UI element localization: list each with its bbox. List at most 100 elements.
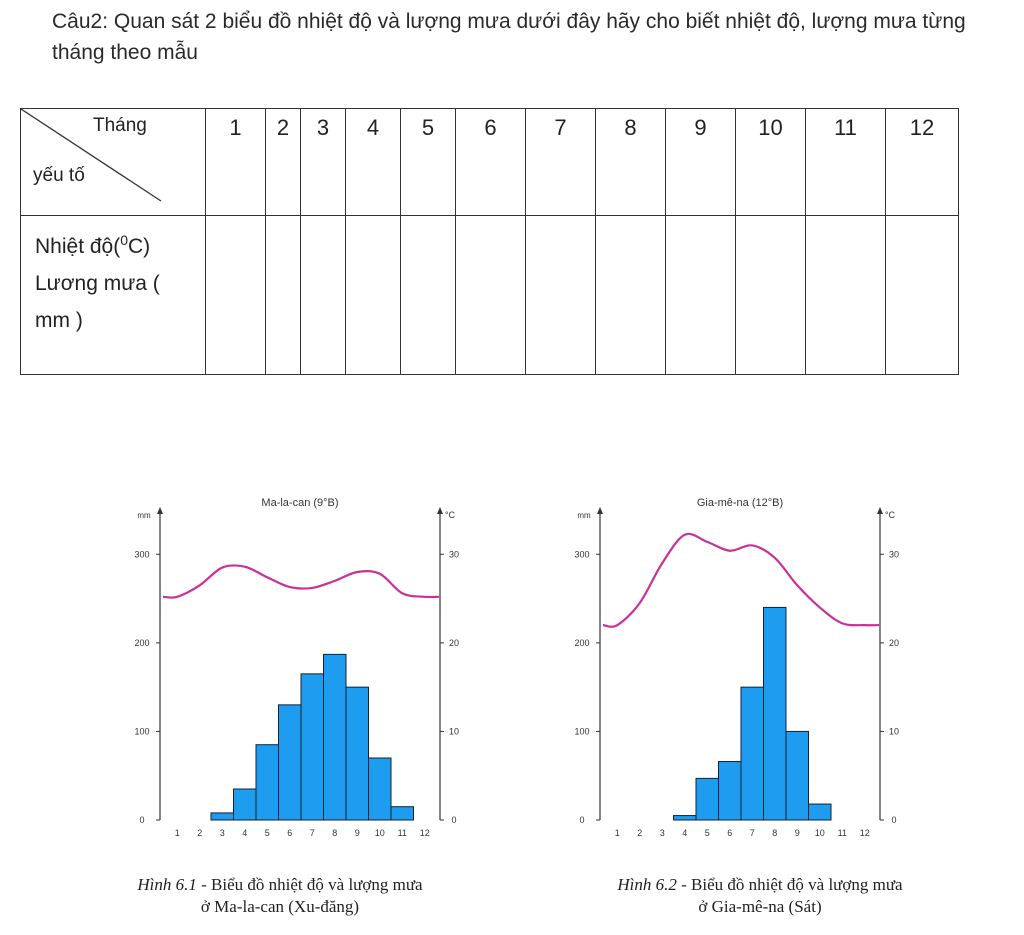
y-axis-left-unit: mm (137, 511, 151, 520)
y-right-tick-label: 30 (449, 549, 459, 559)
month-header-8: 8 (595, 108, 666, 216)
temperature-line (162, 564, 440, 599)
x-tick-label: 2 (637, 828, 642, 838)
x-tick-label: 11 (398, 828, 407, 838)
x-tick-label: 1 (615, 828, 620, 838)
caption-fig-6-2: Hình 6.2 - Biểu đồ nhiệt độ và lượng mưa… (617, 875, 903, 916)
x-tick-label: 9 (355, 828, 360, 838)
y-axis-left-unit: mm (577, 511, 591, 520)
answer-cell[interactable] (400, 215, 456, 375)
answer-cell[interactable] (345, 215, 401, 375)
rain-bar-9 (345, 686, 369, 821)
rain-bar-11 (390, 806, 414, 821)
rain-bar-10 (368, 757, 392, 821)
corner-header-cell: Tháng yếu tố (20, 108, 206, 216)
y-axis-right-arrow (877, 507, 883, 514)
rain-bar-7 (300, 673, 324, 821)
y-axis-right-unit: °C (445, 510, 456, 520)
temperature-row-label: Nhiệt độ(0C) (35, 232, 151, 258)
rain-bar-10 (808, 803, 832, 821)
answer-cell[interactable] (595, 215, 666, 375)
x-tick-label: 3 (220, 828, 225, 838)
month-header-6: 6 (455, 108, 526, 216)
x-tick-label: 10 (815, 828, 825, 838)
x-tick-label: 8 (332, 828, 337, 838)
month-header-3: 3 (300, 108, 346, 216)
x-tick-label: 8 (772, 828, 777, 838)
x-tick-label: 4 (242, 828, 247, 838)
chart-title: Ma-la-can (9°B) (261, 497, 338, 509)
y-axis-right-unit: °C (885, 510, 896, 520)
month-corner-label: Tháng (93, 115, 147, 136)
x-tick-label: 3 (660, 828, 665, 838)
y-left-tick-label: 100 (574, 726, 589, 736)
rain-bar-6 (718, 761, 742, 821)
x-tick-label: 12 (420, 828, 430, 838)
chart-title: Gia-mê-na (12°B) (697, 497, 783, 509)
month-header-1: 1 (205, 108, 266, 216)
y-left-tick-label: 0 (579, 815, 584, 825)
y-left-tick-label: 300 (574, 549, 589, 559)
y-left-tick-label: 200 (574, 638, 589, 648)
answer-cell[interactable] (805, 215, 886, 375)
y-left-tick-label: 0 (139, 815, 144, 825)
y-right-tick-label: 10 (889, 726, 899, 736)
month-header-7: 7 (525, 108, 596, 216)
y-right-tick-label: 20 (449, 638, 459, 648)
rain-bar-3 (210, 812, 234, 821)
answer-cell[interactable] (735, 215, 806, 375)
x-tick-label: 12 (860, 828, 870, 838)
month-header-2: 2 (265, 108, 301, 216)
y-axis-left-arrow (157, 507, 163, 514)
chart-malacan: Ma-la-can (9°B) mm °C 0 100 200 300 0 10 20 30 1 2 3 4… (105, 490, 505, 855)
month-header-9: 9 (665, 108, 736, 216)
month-header-10: 10 (735, 108, 806, 216)
rain-bar-8 (323, 653, 347, 821)
factor-corner-label: yếu tố (33, 165, 85, 186)
x-tick-label: 2 (197, 828, 202, 838)
x-tick-label: 7 (310, 828, 315, 838)
answer-cell[interactable] (265, 215, 301, 375)
rainfall-row-label: Lương mưa ( mm ) (35, 272, 160, 332)
answer-cell[interactable] (455, 215, 526, 375)
rain-bar-4 (673, 815, 697, 821)
answer-cell[interactable] (665, 215, 736, 375)
x-tick-label: 5 (265, 828, 270, 838)
y-right-tick-label: 0 (891, 815, 896, 825)
answer-cell[interactable] (885, 215, 959, 375)
y-left-tick-label: 300 (134, 549, 149, 559)
answer-cell[interactable] (300, 215, 346, 375)
answer-cell[interactable] (205, 215, 266, 375)
month-header-4: 4 (345, 108, 401, 216)
temperature-line (602, 532, 880, 628)
diagonal-divider (21, 109, 162, 202)
caption-fig-6-1: Hình 6.1 - Biểu đồ nhiệt độ và lượng mưa… (137, 875, 423, 916)
y-left-tick-label: 100 (134, 726, 149, 736)
question-text: Câu2: Quan sát 2 biểu đồ nhiệt độ và lượ… (52, 10, 966, 64)
x-tick-label: 6 (287, 828, 292, 838)
x-tick-label: 9 (795, 828, 800, 838)
y-left-tick-label: 200 (134, 638, 149, 648)
x-tick-label: 1 (175, 828, 180, 838)
y-axis-right-arrow (437, 507, 443, 514)
rain-bar-6 (278, 704, 302, 821)
y-right-tick-label: 0 (451, 815, 456, 825)
x-tick-label: 7 (750, 828, 755, 838)
chart-giamena: Gia-mê-na (12°B) mm °C 0 100 200 300 0 10 20 30 1 2 3… (545, 490, 945, 855)
x-tick-label: 4 (682, 828, 687, 838)
rain-bar-4 (233, 788, 257, 821)
answer-cell[interactable] (525, 215, 596, 375)
month-header-12: 12 (885, 108, 959, 216)
month-header-5: 5 (400, 108, 456, 216)
rain-bar-5 (695, 777, 719, 821)
rain-bar-8 (763, 606, 787, 821)
answer-table: Tháng yếu tố 1 2 3 4 5 6 7 8 9 10 11 12 … (20, 108, 959, 375)
y-right-tick-label: 10 (449, 726, 459, 736)
y-axis-left-arrow (597, 507, 603, 514)
rain-bar-5 (255, 744, 279, 821)
month-header-11: 11 (805, 108, 886, 216)
x-tick-label: 6 (727, 828, 732, 838)
y-right-tick-label: 30 (889, 549, 899, 559)
